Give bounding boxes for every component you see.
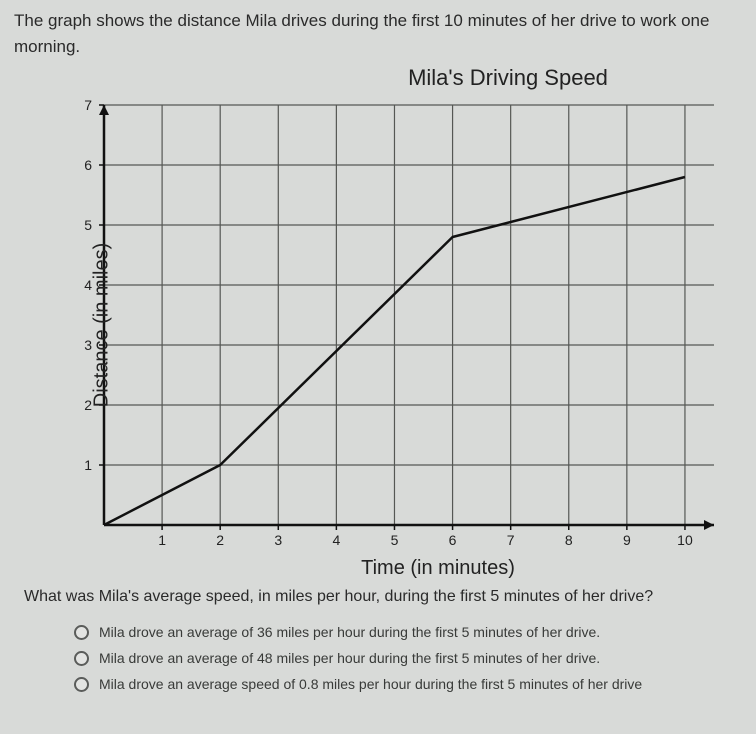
option-text: Mila drove an average of 36 miles per ho… [99, 624, 600, 640]
svg-text:9: 9 [623, 532, 631, 548]
option-text: Mila drove an average speed of 0.8 miles… [99, 676, 642, 692]
chart-title: Mila's Driving Speed [274, 65, 742, 91]
option-row[interactable]: Mila drove an average of 36 miles per ho… [74, 624, 742, 640]
svg-text:7: 7 [84, 97, 92, 113]
option-text: Mila drove an average of 48 miles per ho… [99, 650, 600, 666]
prompt-line1: The graph shows the distance Mila drives… [14, 11, 709, 30]
chart-container: Distance (in miles) 123456789101234567 [24, 95, 724, 555]
prompt-line2: morning. [14, 37, 80, 56]
svg-text:4: 4 [332, 532, 340, 548]
y-axis-label: Distance (in miles) [91, 243, 114, 407]
radio-icon[interactable] [74, 625, 89, 640]
svg-text:5: 5 [84, 217, 92, 233]
svg-text:1: 1 [158, 532, 166, 548]
svg-text:3: 3 [274, 532, 282, 548]
chart-svg: 123456789101234567 [24, 95, 724, 555]
options-list: Mila drove an average of 36 miles per ho… [74, 624, 742, 692]
svg-text:7: 7 [507, 532, 515, 548]
svg-text:8: 8 [565, 532, 573, 548]
svg-text:6: 6 [84, 157, 92, 173]
radio-icon[interactable] [74, 677, 89, 692]
option-row[interactable]: Mila drove an average speed of 0.8 miles… [74, 676, 742, 692]
x-axis-label: Time (in minutes) [134, 557, 742, 580]
svg-text:5: 5 [391, 532, 399, 548]
radio-icon[interactable] [74, 651, 89, 666]
svg-text:2: 2 [216, 532, 224, 548]
option-row[interactable]: Mila drove an average of 48 miles per ho… [74, 650, 742, 666]
svg-text:6: 6 [449, 532, 457, 548]
svg-text:1: 1 [84, 457, 92, 473]
question-text: What was Mila's average speed, in miles … [24, 588, 742, 606]
prompt-text: The graph shows the distance Mila drives… [14, 8, 742, 59]
svg-text:10: 10 [677, 532, 693, 548]
